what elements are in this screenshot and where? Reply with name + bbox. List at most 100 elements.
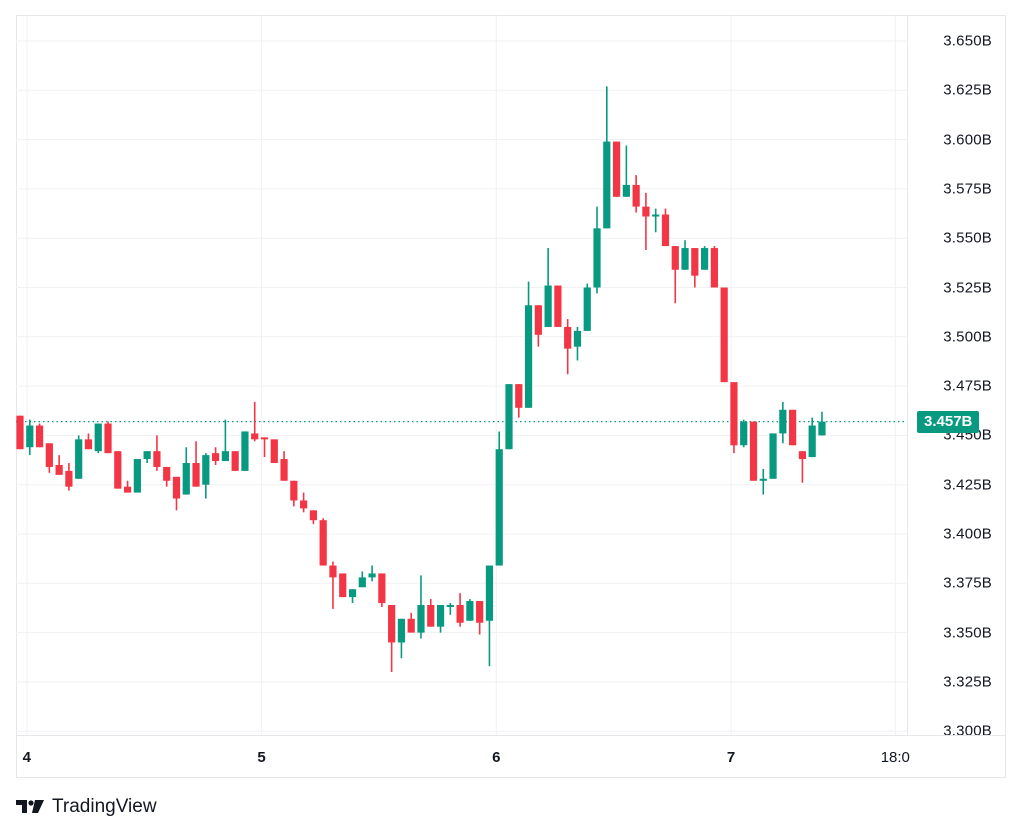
- candle[interactable]: [671, 246, 679, 304]
- candle[interactable]: [231, 451, 239, 471]
- candle[interactable]: [75, 435, 83, 479]
- candle[interactable]: [740, 419, 748, 448]
- candle[interactable]: [622, 145, 630, 197]
- candle[interactable]: [300, 492, 308, 513]
- candle[interactable]: [388, 604, 396, 673]
- candle[interactable]: [446, 603, 454, 615]
- price-tick-label: 3.325B: [943, 673, 992, 691]
- candle[interactable]: [495, 431, 503, 566]
- candle[interactable]: [759, 468, 767, 495]
- candle[interactable]: [104, 421, 112, 454]
- price-tick-label: 3.575B: [943, 180, 992, 198]
- time-tick-label: 6: [492, 749, 501, 766]
- candle[interactable]: [270, 439, 278, 464]
- candle[interactable]: [436, 604, 445, 633]
- candle[interactable]: [397, 618, 406, 659]
- candle[interactable]: [632, 175, 640, 213]
- candle[interactable]: [593, 206, 601, 294]
- candle[interactable]: [143, 451, 151, 464]
- candle[interactable]: [466, 599, 474, 621]
- candle[interactable]: [456, 593, 464, 627]
- candle[interactable]: [407, 612, 415, 633]
- candle[interactable]: [241, 431, 249, 471]
- candle[interactable]: [35, 423, 44, 448]
- candle[interactable]: [192, 441, 200, 487]
- candle[interactable]: [84, 433, 93, 450]
- candle[interactable]: [26, 419, 34, 456]
- candle[interactable]: [505, 384, 513, 450]
- candle[interactable]: [290, 480, 298, 507]
- candle[interactable]: [749, 421, 758, 481]
- candle[interactable]: [476, 601, 484, 635]
- candle[interactable]: [818, 411, 826, 436]
- tradingview-branding[interactable]: TradingView: [16, 796, 157, 818]
- price-tick-label: 3.425B: [943, 476, 992, 494]
- last-price-badge: 3.457B: [917, 410, 980, 433]
- candle[interactable]: [681, 240, 689, 270]
- candle[interactable]: [280, 451, 288, 481]
- candle[interactable]: [515, 384, 523, 418]
- candle[interactable]: [534, 305, 542, 347]
- candle[interactable]: [172, 476, 181, 511]
- candle[interactable]: [798, 451, 806, 483]
- candle[interactable]: [564, 319, 572, 375]
- candle[interactable]: [652, 208, 660, 233]
- candle[interactable]: [573, 326, 582, 361]
- candle[interactable]: [691, 248, 699, 288]
- candle[interactable]: [544, 248, 552, 327]
- candlestick-series: [16, 15, 907, 735]
- candle[interactable]: [65, 463, 73, 491]
- candle[interactable]: [642, 192, 650, 251]
- candle[interactable]: [348, 589, 357, 604]
- candle[interactable]: [358, 571, 366, 588]
- candle[interactable]: [368, 565, 376, 582]
- candle[interactable]: [524, 281, 533, 408]
- candle[interactable]: [260, 437, 269, 458]
- price-tick-label: 3.500B: [943, 328, 992, 346]
- candle[interactable]: [221, 419, 229, 462]
- candle[interactable]: [612, 141, 621, 197]
- candle[interactable]: [319, 518, 327, 566]
- candle[interactable]: [779, 401, 787, 444]
- candle[interactable]: [55, 455, 63, 475]
- candle[interactable]: [720, 287, 728, 383]
- candle[interactable]: [45, 443, 53, 473]
- candle[interactable]: [202, 453, 210, 499]
- price-axis[interactable]: 3.650B 3.625B 3.600B 3.575B 3.550B 3.525B 3.50…: [907, 15, 1006, 740]
- candle[interactable]: [182, 447, 190, 495]
- price-tick-label: 3.475B: [943, 377, 992, 395]
- candle[interactable]: [661, 208, 670, 247]
- price-tick-label: 3.400B: [943, 525, 992, 543]
- time-tick-label: 4: [22, 749, 32, 766]
- candle[interactable]: [701, 246, 709, 270]
- candle[interactable]: [251, 401, 259, 442]
- candle[interactable]: [339, 573, 347, 598]
- candle[interactable]: [710, 246, 718, 288]
- chart-plot-area[interactable]: [16, 15, 907, 735]
- candle[interactable]: [123, 480, 132, 493]
- candle[interactable]: [808, 417, 816, 458]
- candle[interactable]: [212, 447, 220, 465]
- candle[interactable]: [163, 466, 171, 487]
- time-axis[interactable]: 4 5 6 7 18:0: [16, 735, 1006, 778]
- price-tick-label: 3.350B: [943, 624, 992, 642]
- candle[interactable]: [769, 433, 777, 479]
- candle[interactable]: [485, 565, 494, 667]
- candle[interactable]: [427, 599, 435, 627]
- candle[interactable]: [730, 382, 738, 454]
- candle[interactable]: [133, 459, 141, 493]
- candle[interactable]: [309, 510, 317, 525]
- time-tick-label: 7: [726, 749, 736, 766]
- candle[interactable]: [378, 573, 386, 607]
- candle[interactable]: [603, 86, 611, 229]
- candle[interactable]: [94, 423, 102, 454]
- candle[interactable]: [114, 451, 122, 489]
- price-tick-label: 3.650B: [943, 32, 992, 50]
- candle[interactable]: [554, 285, 562, 327]
- candle[interactable]: [329, 561, 337, 609]
- candle[interactable]: [16, 415, 24, 450]
- candle[interactable]: [153, 435, 161, 471]
- candle[interactable]: [417, 575, 425, 639]
- candle[interactable]: [583, 283, 591, 331]
- candle[interactable]: [789, 409, 797, 446]
